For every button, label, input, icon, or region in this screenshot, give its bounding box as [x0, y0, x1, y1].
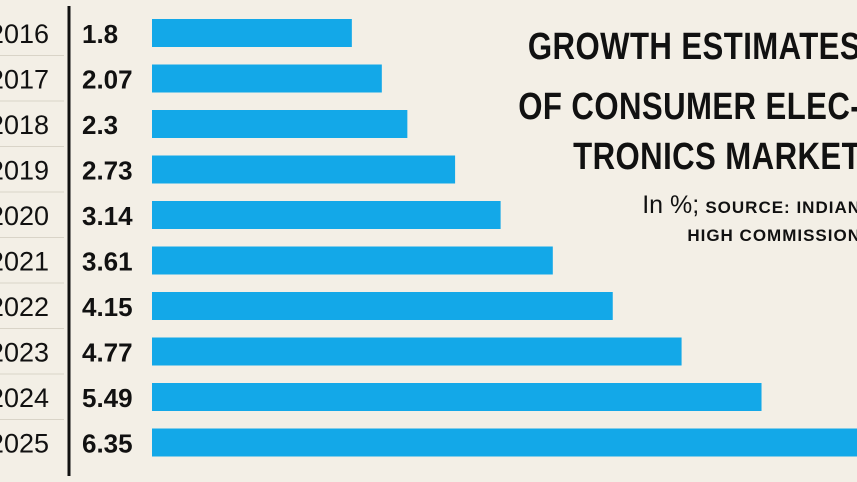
year-label: 2019	[0, 156, 49, 186]
bar	[152, 383, 762, 411]
value-label: 4.15	[82, 292, 133, 322]
bar	[152, 155, 456, 184]
source-note: In %; SOURCE: INDIAN HIGH COMMISSION	[443, 192, 857, 249]
chart-title-line-2: OF CONSUMER ELEC-	[518, 86, 857, 128]
year-label: 2023	[0, 338, 49, 368]
source-line-2: HIGH COMMISSION	[687, 226, 857, 245]
source-line-1: SOURCE: INDIAN	[705, 198, 857, 217]
bar	[152, 337, 682, 366]
year-label: 2018	[0, 110, 49, 140]
year-label: 2022	[0, 292, 49, 322]
bar	[152, 201, 501, 229]
value-label: 5.49	[82, 383, 133, 413]
value-label: 1.8	[82, 19, 118, 49]
year-label: 2024	[0, 383, 49, 413]
unit-label: In %;	[642, 191, 700, 219]
value-label: 2.07	[82, 65, 133, 95]
year-label: 2016	[0, 19, 49, 49]
year-label: 2021	[0, 247, 49, 277]
year-label: 2025	[0, 429, 49, 459]
bar	[152, 428, 857, 457]
chart-title-line-3: TRONICS MARKET	[573, 136, 857, 178]
value-label: 2.3	[82, 110, 118, 140]
year-label: 2020	[0, 201, 49, 231]
value-label: 4.77	[82, 338, 133, 368]
year-label: 2017	[0, 65, 49, 95]
bar	[152, 19, 352, 47]
value-label: 3.61	[82, 247, 133, 277]
bar	[152, 64, 382, 93]
value-label: 6.35	[82, 429, 133, 459]
chart-title-block: GROWTH ESTIMATES OF CONSUMER ELEC- TRONI…	[443, 22, 857, 249]
bar	[152, 246, 553, 275]
bar	[152, 110, 408, 138]
bar	[152, 292, 613, 320]
chart-title-line-1: GROWTH ESTIMATES	[527, 26, 857, 68]
value-label: 2.73	[82, 156, 133, 186]
value-label: 3.14	[82, 201, 133, 231]
